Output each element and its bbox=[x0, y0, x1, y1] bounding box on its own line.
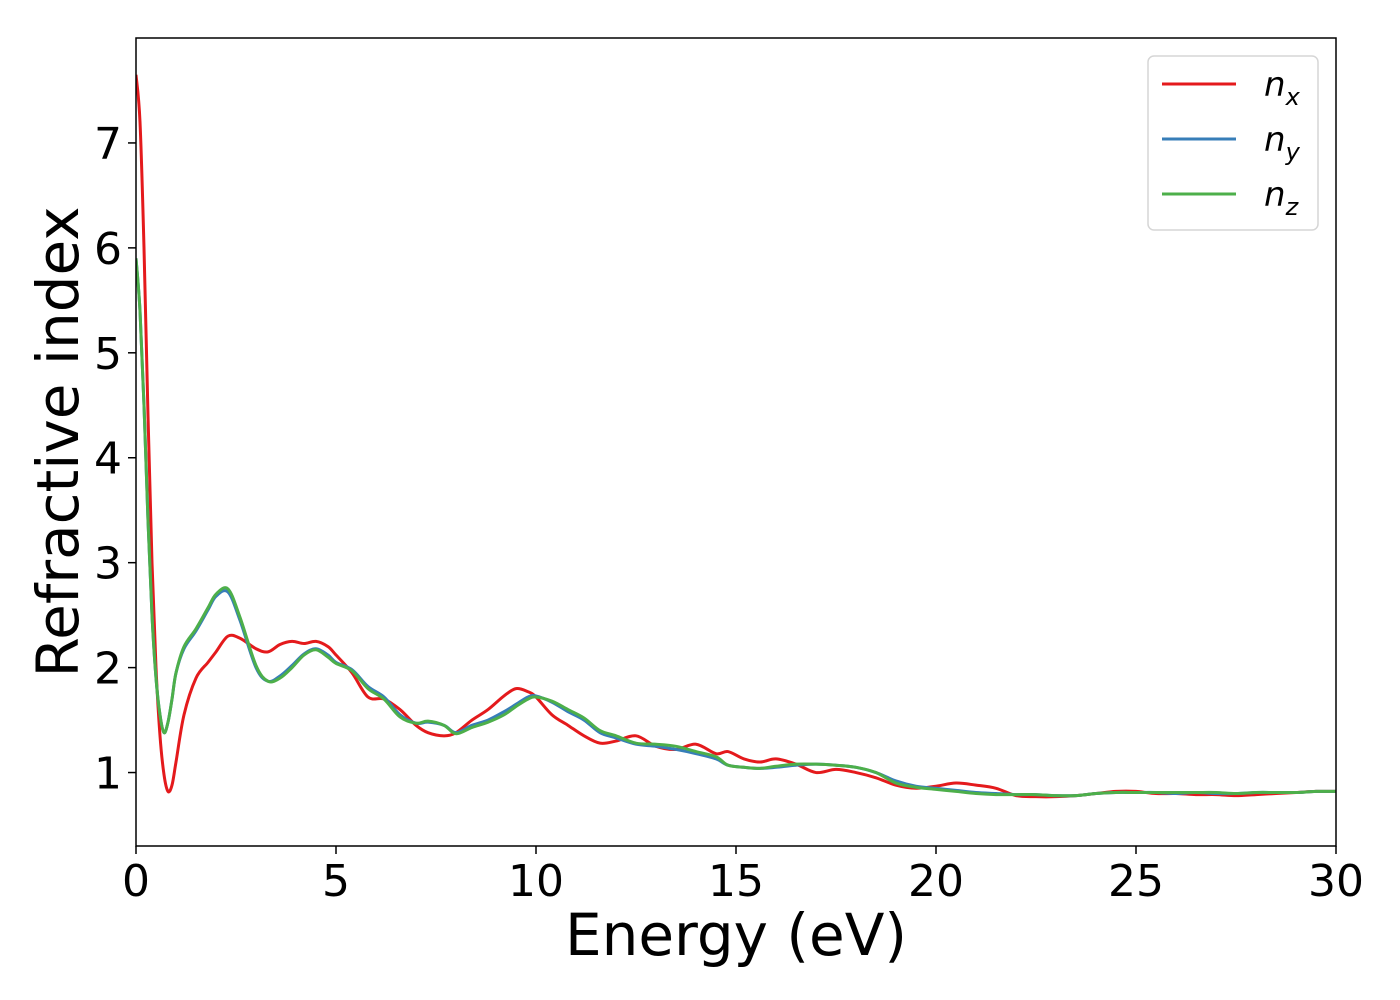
x-axis-title: Energy (eV) bbox=[565, 901, 907, 969]
y-tick-label: 7 bbox=[94, 119, 122, 170]
x-tick-label: 10 bbox=[508, 856, 564, 907]
y-tick-label: 2 bbox=[94, 644, 122, 695]
legend-box bbox=[1147, 55, 1319, 231]
x-tick-label: 15 bbox=[708, 856, 764, 907]
y-tick-label: 5 bbox=[94, 329, 122, 380]
y-axis-title: Refractive index bbox=[24, 206, 92, 677]
series-layer bbox=[136, 74, 1336, 799]
y-tick-label: 4 bbox=[94, 434, 122, 485]
axis-ticks: 0 5 10 15 20 25 30 1 2 3 4 5 6 7 bbox=[94, 119, 1364, 907]
x-tick-label: 0 bbox=[122, 856, 150, 907]
x-tick-label: 25 bbox=[1108, 856, 1164, 907]
x-tick-label: 5 bbox=[322, 856, 350, 907]
x-tick-label: 20 bbox=[908, 856, 964, 907]
x-tick-label: 30 bbox=[1308, 856, 1364, 907]
y-tick-label: 6 bbox=[94, 224, 122, 275]
y-tick-label: 1 bbox=[94, 749, 122, 800]
y-tick-label: 3 bbox=[94, 539, 122, 590]
series-line-nz bbox=[136, 258, 1336, 798]
